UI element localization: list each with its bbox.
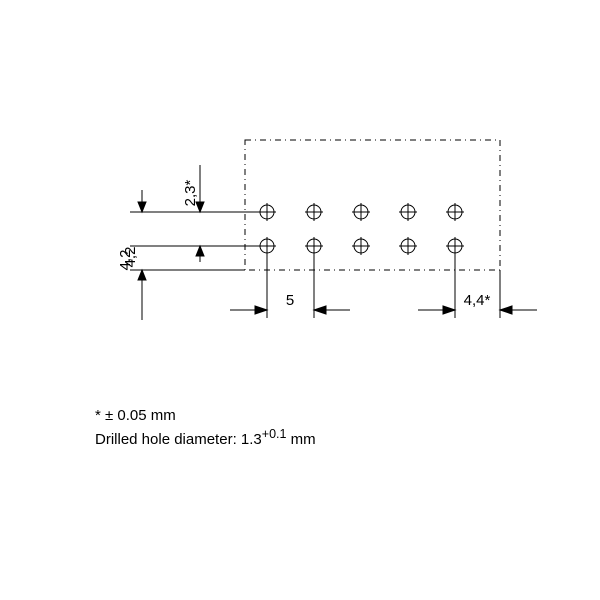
hole-note: Drilled hole diameter: 1.3+0.1 mm — [95, 426, 316, 450]
dim-label-2b: 4,2 — [122, 247, 139, 268]
outline-rect — [245, 140, 500, 270]
dim-label-4: 4,4* — [464, 292, 491, 309]
tolerance-note: * ± 0.05 mm — [95, 405, 316, 426]
notes-block: * ± 0.05 mm Drilled hole diameter: 1.3+0… — [95, 405, 316, 450]
dim-label-1b: 2,3* — [182, 179, 199, 206]
dim-label-3: 5 — [286, 292, 294, 309]
technical-drawing: 2,3* 4,2 5 4,4* — [0, 0, 600, 600]
holes — [258, 203, 464, 255]
